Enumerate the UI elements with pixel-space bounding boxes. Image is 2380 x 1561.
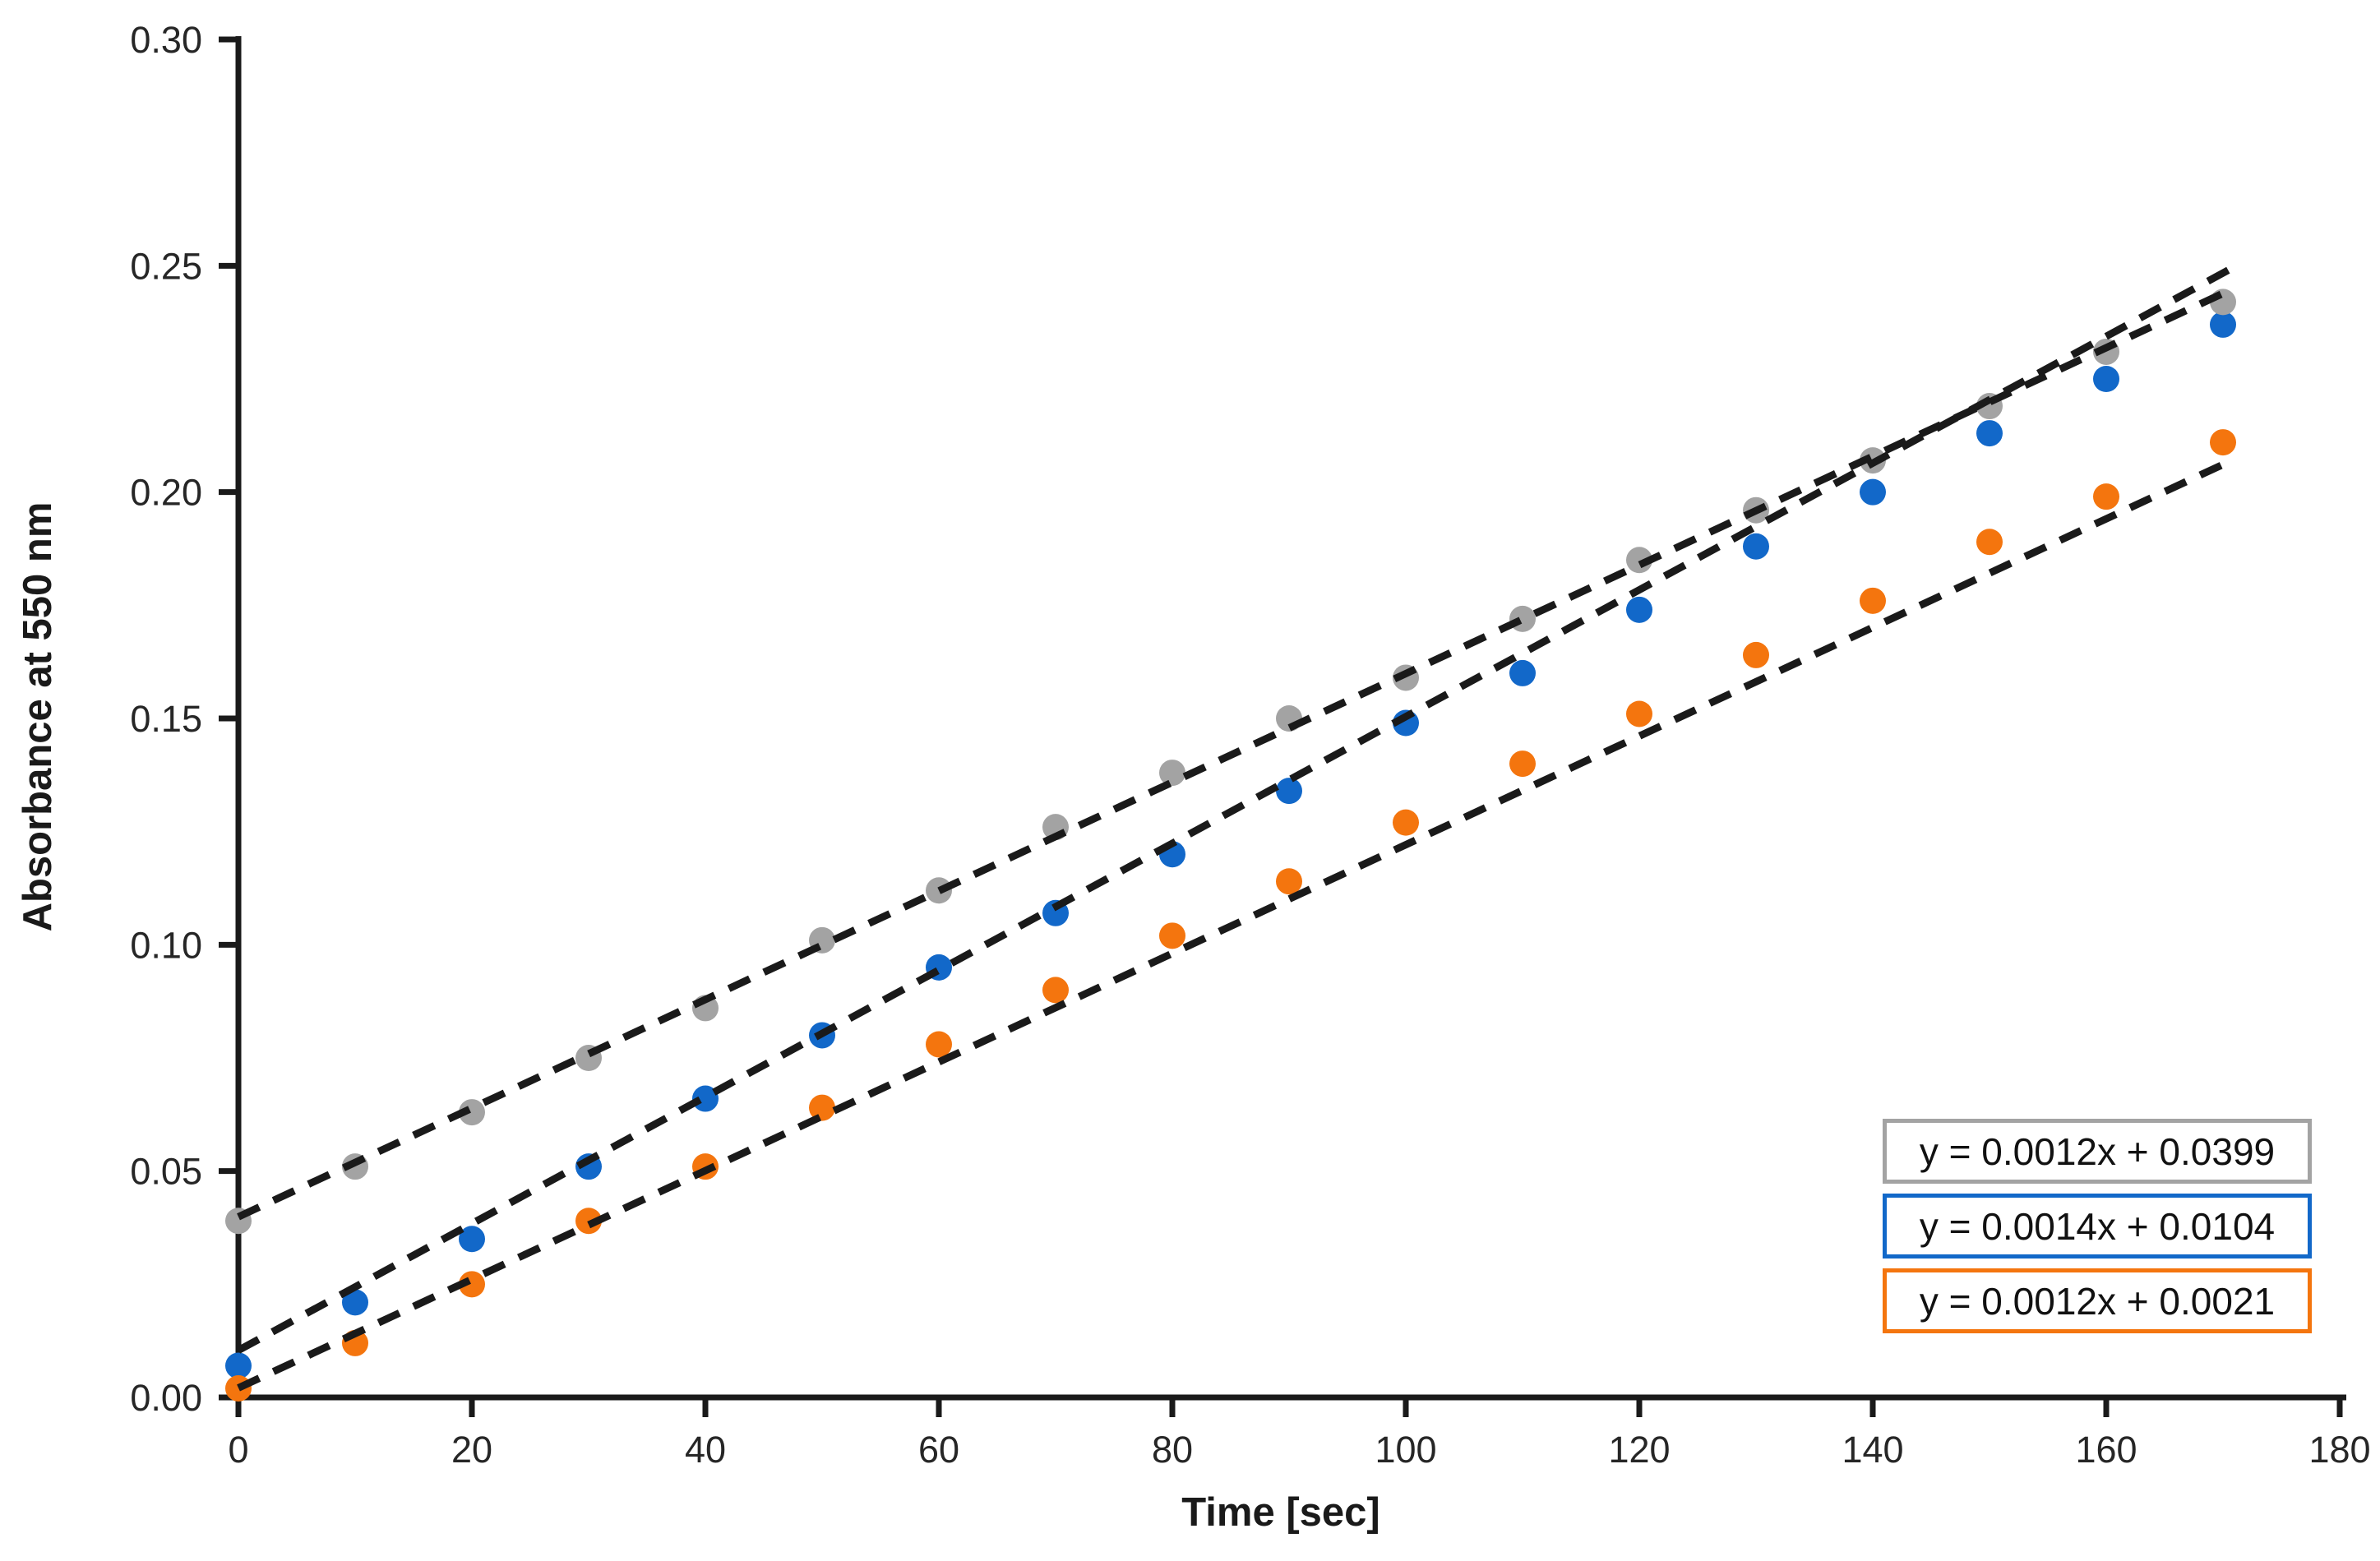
data-point-blue-replicate [1509, 659, 1536, 686]
data-point-orange-replicate [1393, 809, 1419, 836]
data-point-orange-replicate [1509, 750, 1536, 778]
equation-box-gray: y = 0.0012x + 0.0399 [1883, 1119, 2312, 1184]
x-tick-label: 140 [1842, 1429, 1903, 1471]
x-tick-label: 100 [1375, 1429, 1436, 1471]
data-point-gray-replicate [2210, 289, 2236, 316]
x-axis-title: Time [sec] [1181, 1490, 1380, 1535]
x-tick-label: 120 [1608, 1429, 1670, 1471]
data-point-blue-replicate [1276, 778, 1302, 805]
data-point-blue-replicate [1860, 478, 1886, 506]
y-tick-label: 0.05 [130, 1151, 202, 1193]
x-tick-label: 180 [2308, 1429, 2370, 1471]
equation-label-blue: y = 0.0014x + 0.0104 [1919, 1204, 2276, 1248]
equation-label-orange: y = 0.0012x + 0.0021 [1919, 1279, 2276, 1323]
data-point-orange-replicate [2210, 429, 2236, 456]
data-point-blue-replicate [1626, 596, 1652, 623]
data-point-blue-replicate [1743, 533, 1769, 560]
x-tick-label: 40 [685, 1429, 726, 1471]
data-point-orange-replicate [809, 1094, 835, 1121]
data-point-orange-replicate [1626, 700, 1652, 727]
data-point-orange-replicate [2093, 483, 2119, 510]
data-point-blue-replicate [459, 1226, 485, 1253]
y-tick-label: 0.10 [130, 924, 202, 966]
y-axis-title: Absorbance at 550 nm [16, 501, 60, 932]
y-tick-label: 0.15 [130, 698, 202, 740]
x-tick-label: 60 [918, 1429, 959, 1471]
data-point-blue-replicate [2093, 365, 2119, 392]
y-tick-label: 0.30 [130, 19, 202, 61]
trendline-blue-replicate [236, 263, 2237, 1354]
data-point-orange-replicate [1042, 977, 1069, 1004]
data-point-orange-replicate [926, 1031, 952, 1058]
data-point-orange-replicate [1743, 641, 1769, 668]
y-tick-label: 0.00 [130, 1377, 202, 1419]
data-point-blue-replicate [225, 1352, 252, 1379]
trendline-equation-legend: y = 0.0012x + 0.0399 y = 0.0014x + 0.010… [1883, 1119, 2312, 1333]
data-point-orange-replicate [459, 1271, 485, 1298]
x-tick-label: 80 [1152, 1429, 1193, 1471]
y-tick-label: 0.25 [130, 245, 202, 287]
y-tick-label: 0.20 [130, 472, 202, 514]
trendline-orange-replicate [237, 455, 2237, 1392]
data-point-orange-replicate [1276, 868, 1302, 895]
data-point-blue-replicate [2210, 311, 2236, 338]
data-point-blue-replicate [1976, 420, 2003, 447]
x-tick-label: 160 [2075, 1429, 2137, 1471]
equation-box-orange: y = 0.0012x + 0.0021 [1883, 1268, 2312, 1333]
data-point-gray-replicate [1509, 605, 1536, 632]
data-point-gray-replicate [1626, 547, 1652, 574]
equation-label-gray: y = 0.0012x + 0.0399 [1919, 1129, 2276, 1173]
data-point-orange-replicate [225, 1374, 252, 1402]
equation-box-blue: y = 0.0014x + 0.0104 [1883, 1194, 2312, 1258]
data-point-orange-replicate [1976, 529, 2003, 556]
x-tick-label: 20 [451, 1429, 492, 1471]
data-point-orange-replicate [1860, 587, 1886, 614]
data-point-gray-replicate [459, 1099, 485, 1126]
data-point-gray-replicate [1159, 760, 1185, 787]
trendline-gray-replicate [237, 284, 2237, 1221]
x-tick-label: 0 [228, 1429, 248, 1471]
data-point-orange-replicate [1159, 922, 1185, 949]
data-point-blue-replicate [342, 1289, 368, 1316]
data-point-blue-replicate [692, 1085, 719, 1112]
